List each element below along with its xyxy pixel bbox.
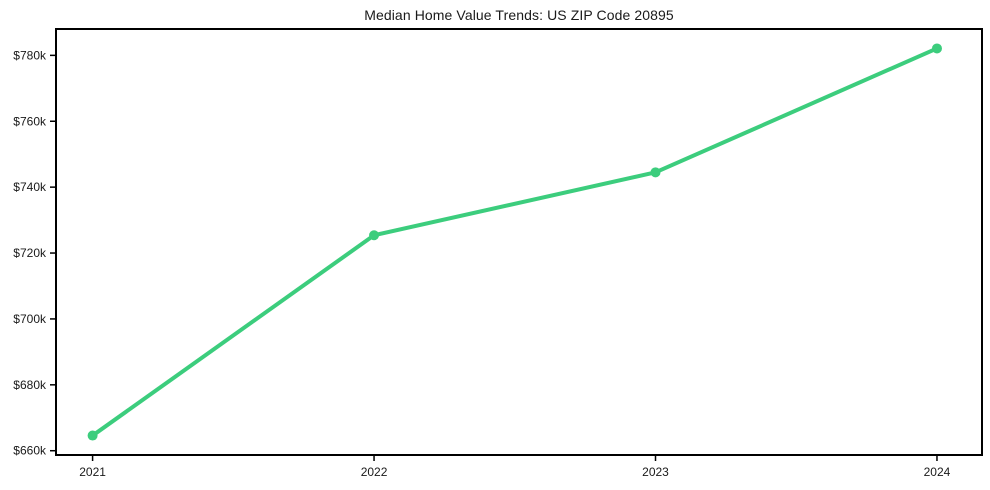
y-tick-label: $660k: [13, 444, 47, 458]
y-tick-label: $760k: [13, 114, 47, 128]
y-tick-label: $780k: [13, 48, 47, 62]
x-tick-label: 2024: [924, 465, 951, 479]
data-point-2022: [369, 230, 380, 241]
data-point-2023: [650, 167, 661, 178]
data-point-2024: [931, 43, 942, 54]
chart-title: Median Home Value Trends: US ZIP Code 20…: [364, 7, 674, 23]
plot-box: [55, 28, 983, 456]
y-tick-label: $700k: [13, 312, 47, 326]
data-point-2021: [87, 430, 98, 441]
x-tick-label: 2021: [79, 465, 106, 479]
y-tick-label: $680k: [13, 378, 47, 392]
trend-line: [90, 46, 939, 438]
x-tick-label: 2023: [642, 465, 669, 479]
y-tick-label: $740k: [13, 180, 47, 194]
x-tick-label: 2022: [361, 465, 388, 479]
y-tick-label: $720k: [13, 246, 47, 260]
